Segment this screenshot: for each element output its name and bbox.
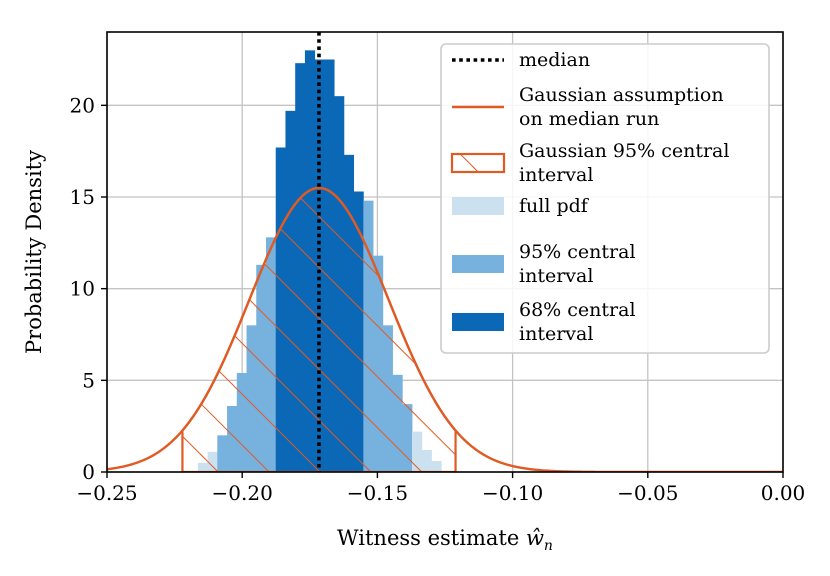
y-tick-label: 15 bbox=[70, 185, 95, 209]
y-axis-title: Probability Density bbox=[22, 150, 46, 354]
x-tick-label: −0.10 bbox=[482, 481, 543, 505]
x-tick-label: −0.05 bbox=[617, 481, 678, 505]
plot-frame bbox=[106, 31, 784, 473]
legend-label-c95: 95% central interval bbox=[519, 241, 636, 287]
x-tick-label: −0.15 bbox=[347, 481, 408, 505]
x-tick-label: −0.25 bbox=[76, 481, 137, 505]
y-tick-label: 5 bbox=[82, 368, 95, 392]
legend-swatch-c95 bbox=[452, 255, 504, 273]
y-tick-label: 0 bbox=[82, 460, 95, 484]
legend-box bbox=[440, 43, 770, 354]
legend-label-full: full pdf bbox=[519, 195, 590, 217]
x-tick-label: 0.00 bbox=[761, 481, 806, 505]
y-tick-label: 20 bbox=[70, 93, 95, 117]
y-tick-label: 10 bbox=[70, 277, 95, 301]
legend-swatch-full bbox=[452, 197, 504, 215]
legend-swatch-c68 bbox=[452, 313, 504, 331]
axis-ticks: −0.25 −0.20 −0.15 −0.10 −0.05 0.00 0 5 10 15 20 bbox=[70, 93, 806, 505]
x-axis-title: Witness estimate ŵn bbox=[337, 526, 553, 554]
legend: median Gaussian assumption on median run Ga… bbox=[440, 43, 770, 354]
legend-swatch-gaussian-interval bbox=[450, 152, 506, 174]
legend-label-median: median bbox=[519, 49, 590, 71]
legend-label-gauss_interval: Gaussian 95% central interval bbox=[519, 140, 729, 186]
x-tick-label: −0.20 bbox=[212, 481, 273, 505]
legend-label-c68: 68% central interval bbox=[519, 299, 636, 345]
legend-label-gaussian: Gaussian assumption on median run bbox=[519, 84, 724, 130]
